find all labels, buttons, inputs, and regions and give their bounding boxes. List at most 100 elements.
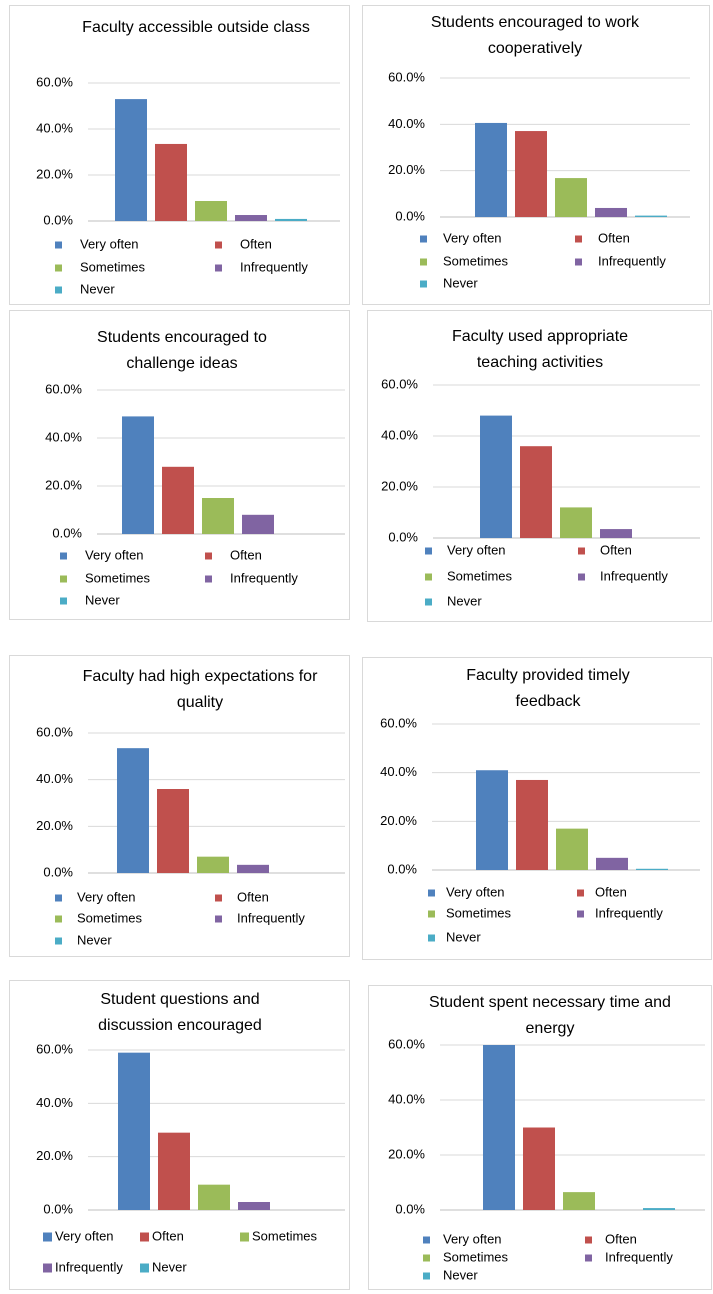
- y-tick-label: 40.0%: [36, 120, 73, 135]
- legend-marker: [60, 575, 67, 583]
- legend-label: Very often: [443, 1231, 502, 1246]
- y-tick-label: 40.0%: [36, 771, 73, 786]
- legend-marker: [578, 547, 585, 555]
- legend-label: Never: [152, 1259, 187, 1274]
- chart-title: Faculty had high expectations for qualit…: [82, 668, 318, 711]
- legend-marker: [140, 1232, 149, 1242]
- legend-marker: [140, 1263, 149, 1273]
- chart-panel: [9, 310, 350, 620]
- bar: [158, 1132, 190, 1210]
- bar: [643, 1208, 675, 1210]
- legend-label: Sometimes: [446, 905, 512, 920]
- legend-marker: [575, 235, 582, 243]
- legend-label: Very often: [77, 889, 136, 904]
- legend-marker: [60, 597, 67, 605]
- legend-marker: [420, 235, 427, 243]
- legend-label: Never: [443, 275, 478, 290]
- legend-label: Very often: [80, 236, 139, 251]
- bar: [275, 218, 307, 221]
- legend-label: Often: [237, 889, 269, 904]
- legend-marker: [215, 915, 222, 923]
- chart-panel: [367, 310, 712, 622]
- legend-label: Very often: [85, 547, 144, 562]
- chart-title: Student questions and discussion encoura…: [98, 991, 262, 1034]
- y-tick-label: 0.0%: [387, 861, 417, 876]
- y-tick-label: 40.0%: [381, 427, 418, 442]
- legend-label: Never: [85, 592, 120, 607]
- legend-marker: [423, 1254, 430, 1262]
- legend-label: Often: [152, 1228, 184, 1243]
- legend-marker: [585, 1236, 592, 1244]
- bar: [563, 1192, 595, 1210]
- y-tick-label: 0.0%: [43, 1201, 73, 1216]
- y-tick-label: 60.0%: [388, 1036, 425, 1051]
- y-tick-label: 60.0%: [36, 1041, 73, 1056]
- legend-label: Never: [446, 929, 481, 944]
- y-tick-label: 40.0%: [36, 1095, 73, 1110]
- bar: [117, 748, 149, 873]
- chart-title: Students encouraged to challenge ideas: [97, 329, 267, 372]
- legend-marker: [55, 937, 62, 945]
- legend-label: Often: [600, 542, 632, 557]
- legend-label: Sometimes: [80, 259, 146, 274]
- legend-marker: [215, 264, 222, 272]
- y-tick-label: 40.0%: [45, 429, 82, 444]
- legend-label: Infrequently: [595, 905, 663, 920]
- y-tick-label: 0.0%: [43, 864, 73, 879]
- bar: [523, 1127, 555, 1210]
- y-tick-label: 20.0%: [388, 162, 425, 177]
- legend-label: Often: [605, 1231, 637, 1246]
- bar: [115, 99, 147, 221]
- legend-marker: [55, 286, 62, 294]
- chart-title: Faculty used appropriate teaching activi…: [451, 328, 629, 371]
- legend-marker: [578, 573, 585, 581]
- bar: [242, 514, 274, 534]
- chart-panel: [9, 5, 350, 305]
- legend-marker: [423, 1272, 430, 1280]
- y-tick-label: 20.0%: [36, 818, 73, 833]
- legend-marker: [55, 894, 62, 902]
- chart-panel: [362, 5, 710, 305]
- y-tick-label: 40.0%: [380, 764, 417, 779]
- legend-label: Infrequently: [240, 259, 308, 274]
- y-tick-label: 0.0%: [43, 212, 73, 227]
- chart-panel: [368, 985, 712, 1290]
- chart-panel: [362, 657, 712, 960]
- y-tick-label: 40.0%: [388, 1091, 425, 1106]
- y-tick-label: 20.0%: [381, 478, 418, 493]
- bar: [237, 864, 269, 873]
- y-tick-label: 20.0%: [45, 477, 82, 492]
- legend-marker: [55, 915, 62, 923]
- legend-marker: [577, 910, 584, 918]
- bar: [162, 466, 194, 534]
- y-tick-label: 60.0%: [381, 376, 418, 391]
- bar: [198, 1184, 230, 1210]
- y-tick-label: 0.0%: [395, 1201, 425, 1216]
- legend-marker: [215, 894, 222, 902]
- y-tick-label: 0.0%: [395, 208, 425, 223]
- legend-label: Sometimes: [443, 1249, 509, 1264]
- legend-marker: [425, 547, 432, 555]
- y-tick-label: 0.0%: [52, 525, 82, 540]
- y-tick-label: 60.0%: [45, 381, 82, 396]
- legend-label: Infrequently: [600, 568, 668, 583]
- bar: [122, 416, 154, 534]
- chart-title: Students encouraged to work cooperativel…: [430, 14, 640, 57]
- legend-marker: [420, 258, 427, 266]
- legend-marker: [423, 1236, 430, 1244]
- y-tick-label: 0.0%: [388, 529, 418, 544]
- legend-label: Never: [443, 1267, 478, 1282]
- chart-title: Faculty accessible outside class: [82, 19, 310, 36]
- legend-label: Very often: [443, 230, 502, 245]
- bar: [483, 1045, 515, 1210]
- bar: [195, 200, 227, 221]
- legend-label: Never: [447, 593, 482, 608]
- bar: [516, 779, 548, 870]
- bar: [476, 770, 508, 870]
- bar: [635, 215, 667, 217]
- legend-label: Sometimes: [447, 568, 513, 583]
- legend-marker: [428, 910, 435, 918]
- y-tick-label: 20.0%: [380, 813, 417, 828]
